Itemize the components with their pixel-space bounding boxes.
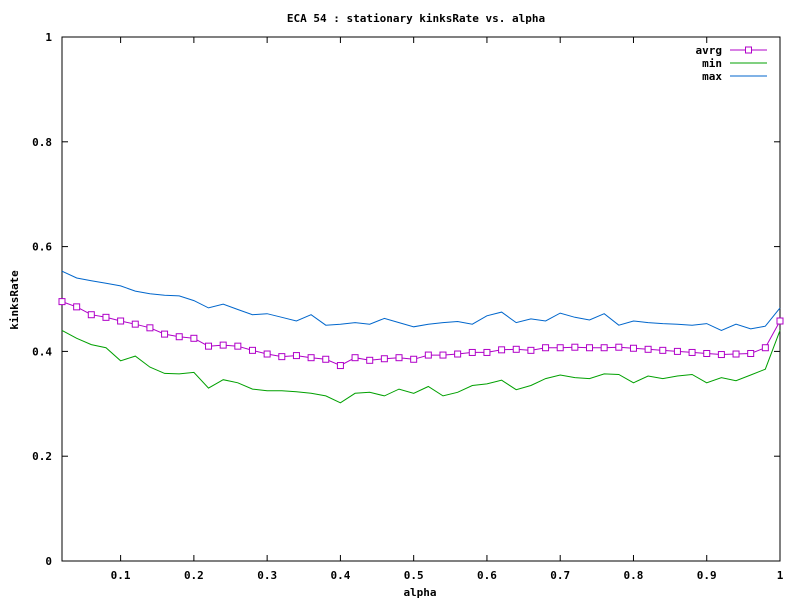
- data-point-avrg: [234, 342, 242, 350]
- data-point-avrg: [263, 350, 271, 358]
- data-point-avrg: [175, 333, 183, 341]
- data-point-avrg: [542, 344, 550, 352]
- data-point-avrg: [629, 344, 637, 352]
- data-point-avrg: [761, 344, 769, 352]
- data-point-avrg: [87, 311, 95, 319]
- data-point-avrg: [688, 348, 696, 356]
- data-point-avrg: [717, 351, 725, 359]
- data-point-avrg: [248, 346, 256, 354]
- x-tick-label: 0.5: [404, 569, 424, 582]
- axis-ticks: 0.1 0.2 0.3 0.4 0.5 0.6 0.7 0.8 0.9 1 0 0.2 0.4 0.6 0.…: [32, 31, 784, 582]
- series-max: [61, 270, 781, 331]
- data-point-avrg: [58, 298, 66, 306]
- data-point-avrg: [146, 324, 154, 332]
- series-line-min: [61, 329, 781, 404]
- data-point-avrg: [586, 344, 594, 352]
- data-point-avrg: [600, 344, 608, 352]
- data-point-avrg: [673, 347, 681, 355]
- data-point-avrg: [190, 334, 198, 342]
- x-tick-label: 0.7: [550, 569, 570, 582]
- data-point-avrg: [278, 353, 286, 361]
- data-point-avrg: [527, 346, 535, 354]
- legend-label-min: min: [702, 57, 722, 70]
- series-avrg: [58, 298, 784, 370]
- data-point-avrg: [307, 354, 315, 362]
- data-point-avrg: [117, 317, 125, 325]
- legend-label-avrg: avrg: [696, 44, 723, 57]
- data-point-avrg: [73, 303, 81, 311]
- series-line-max: [61, 270, 781, 331]
- x-tick-label: 0.3: [257, 569, 277, 582]
- data-point-avrg: [498, 346, 506, 354]
- data-point-avrg: [161, 330, 169, 338]
- series-min: [61, 329, 781, 404]
- legend-label-max: max: [702, 70, 722, 83]
- data-point-avrg: [410, 355, 418, 363]
- x-tick-label: 1: [777, 569, 784, 582]
- chart-title: ECA 54 : stationary kinksRate vs. alpha: [287, 12, 545, 25]
- data-point-avrg: [351, 354, 359, 362]
- data-point-avrg: [512, 345, 520, 353]
- data-point-avrg: [747, 349, 755, 357]
- data-point-avrg: [732, 350, 740, 358]
- y-tick-label: 0: [45, 555, 52, 568]
- x-tick-label: 0.8: [624, 569, 644, 582]
- data-point-avrg: [644, 345, 652, 353]
- data-point-avrg: [336, 362, 344, 370]
- series-line-avrg: [61, 301, 781, 367]
- x-tick-label: 0.9: [697, 569, 717, 582]
- y-tick-label: 0.2: [32, 450, 52, 463]
- x-tick-label: 0.6: [477, 569, 497, 582]
- y-tick-label: 1: [45, 31, 52, 44]
- series-layer: [58, 270, 784, 404]
- legend-marker-avrg: [745, 46, 752, 54]
- y-tick-label: 0.4: [32, 345, 52, 358]
- data-point-avrg: [219, 341, 227, 349]
- data-point-avrg: [205, 342, 213, 350]
- x-tick-label: 0.4: [330, 569, 350, 582]
- data-point-avrg: [659, 346, 667, 354]
- data-point-avrg: [322, 355, 330, 363]
- data-point-avrg: [131, 320, 139, 328]
- data-point-avrg: [102, 313, 110, 321]
- y-axis-label: kinksRate: [8, 270, 21, 330]
- data-point-avrg: [395, 354, 403, 362]
- data-point-avrg: [424, 351, 432, 359]
- data-point-avrg: [468, 348, 476, 356]
- x-tick-label: 0.2: [184, 569, 204, 582]
- data-point-avrg: [571, 343, 579, 351]
- data-point-avrg: [483, 348, 491, 356]
- data-point-avrg: [615, 343, 623, 351]
- data-point-avrg: [556, 344, 564, 352]
- plot-frame: [61, 36, 781, 562]
- data-point-avrg: [380, 355, 388, 363]
- x-axis-label: alpha: [403, 586, 436, 599]
- y-tick-label: 0.8: [32, 136, 52, 149]
- data-point-avrg: [439, 351, 447, 359]
- x-tick-label: 0.1: [111, 569, 131, 582]
- data-point-avrg: [776, 317, 784, 325]
- data-point-avrg: [454, 350, 462, 358]
- data-point-avrg: [703, 349, 711, 357]
- y-tick-label: 0.6: [32, 241, 52, 254]
- data-point-avrg: [292, 352, 300, 360]
- data-point-avrg: [366, 356, 374, 364]
